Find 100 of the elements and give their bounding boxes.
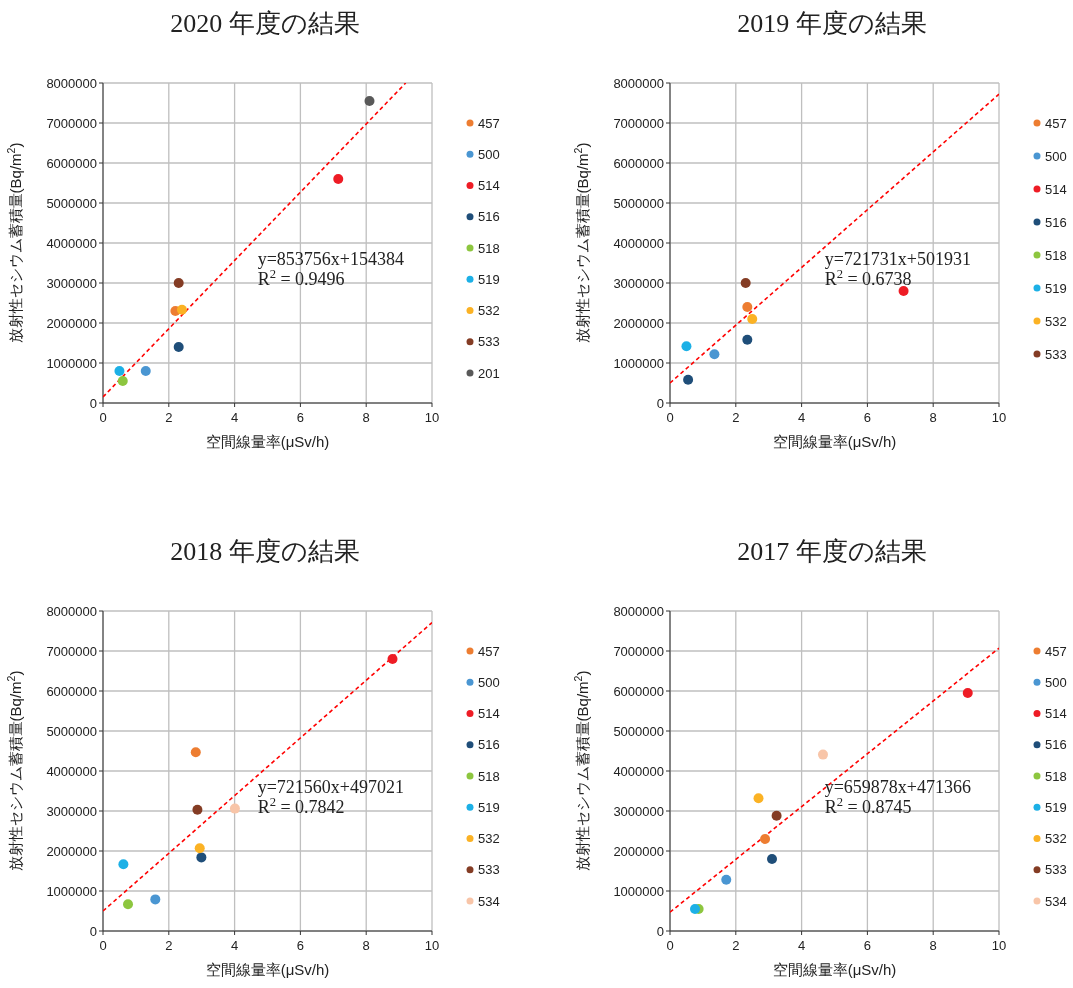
legend-label: 533 <box>478 862 500 878</box>
legend-label: 532 <box>1045 831 1067 846</box>
annotation: y=659878x+471366 <box>824 777 971 798</box>
annotation: y=721731x+501931 <box>824 249 971 270</box>
legend-label: 532 <box>478 303 500 318</box>
y-tick-label: 8000000 <box>613 75 664 91</box>
y-tick-label: 2000000 <box>613 315 664 331</box>
y-tick-label: 0 <box>656 923 664 939</box>
x-axis-title: 空間線量率(μSv/h) <box>772 433 897 450</box>
annotation: y=853756x+154384 <box>257 249 404 270</box>
x-tick-label: 10 <box>424 938 440 953</box>
x-tick-label: 8 <box>362 938 370 953</box>
y-tick-label: 2000000 <box>46 843 97 859</box>
legend-label: 516 <box>1045 737 1067 753</box>
y-tick-label: 3000000 <box>613 803 664 819</box>
y-tick-label: 0 <box>89 395 97 411</box>
legend-label: 457 <box>478 115 500 131</box>
y-tick-label: 2000000 <box>613 843 664 859</box>
legend-label: 457 <box>478 643 500 659</box>
x-tick-label: 10 <box>991 410 1007 425</box>
x-tick-label: 0 <box>666 410 674 425</box>
y-tick-label: 3000000 <box>46 275 97 291</box>
x-tick-label: 0 <box>99 938 107 953</box>
chart-title: 2020 年度の結果 <box>170 9 360 38</box>
y-tick-label: 0 <box>89 923 97 939</box>
legend-label: 514 <box>478 706 500 721</box>
y-tick-label: 2000000 <box>46 315 97 331</box>
legend-label: 534 <box>478 893 500 909</box>
y-tick-label: 6000000 <box>613 155 664 171</box>
legend-label: 514 <box>478 178 500 193</box>
y-tick-label: 6000000 <box>46 683 97 699</box>
x-tick-label: 2 <box>732 410 740 425</box>
legend-label: 533 <box>1045 862 1067 878</box>
legend-label: 516 <box>1045 214 1067 230</box>
x-tick-label: 4 <box>797 410 806 425</box>
legend-label: 518 <box>1045 768 1067 784</box>
x-tick-label: 0 <box>99 410 107 425</box>
y-tick-label: 1000000 <box>613 883 664 899</box>
y-tick-label: 6000000 <box>46 155 97 171</box>
y-tick-label: 8000000 <box>46 75 97 91</box>
x-tick-label: 6 <box>863 938 872 953</box>
legend-label: 519 <box>1045 799 1067 815</box>
y-tick-label: 5000000 <box>613 723 664 739</box>
legend-label: 516 <box>478 737 500 753</box>
y-tick-label: 5000000 <box>613 195 664 211</box>
legend-label: 457 <box>1045 115 1067 131</box>
legend-label: 514 <box>1045 706 1067 721</box>
x-tick-label: 8 <box>362 410 370 425</box>
x-tick-label: 2 <box>165 410 173 425</box>
x-tick-label: 4 <box>797 938 806 953</box>
y-tick-label: 1000000 <box>46 355 97 371</box>
x-tick-label: 10 <box>991 938 1007 953</box>
chart-title: 2019 年度の結果 <box>737 9 927 38</box>
y-tick-label: 1000000 <box>613 355 664 371</box>
y-tick-label: 3000000 <box>46 803 97 819</box>
legend-label: 534 <box>1045 893 1067 909</box>
y-tick-label: 8000000 <box>46 603 97 619</box>
legend-label: 519 <box>478 799 500 815</box>
x-tick-label: 10 <box>424 410 440 425</box>
y-tick-label: 4000000 <box>46 763 97 779</box>
x-tick-label: 6 <box>863 410 872 425</box>
legend-label: 500 <box>1045 674 1067 690</box>
y-tick-label: 5000000 <box>46 195 97 211</box>
y-tick-label: 4000000 <box>613 235 664 251</box>
y-tick-label: 4000000 <box>613 763 664 779</box>
y-tick-label: 4000000 <box>46 235 97 251</box>
legend-label: 532 <box>1045 313 1067 329</box>
legend-label: 514 <box>1045 181 1067 197</box>
x-tick-label: 2 <box>732 938 740 953</box>
x-tick-label: 6 <box>296 938 305 953</box>
chart-title: 2017 年度の結果 <box>737 537 927 566</box>
y-tick-label: 3000000 <box>613 275 664 291</box>
x-axis-title: 空間線量率(μSv/h) <box>772 961 897 978</box>
y-tick-label: 7000000 <box>613 115 664 131</box>
x-tick-label: 8 <box>929 410 937 425</box>
y-tick-label: 7000000 <box>46 643 97 659</box>
legend-label: 516 <box>478 209 500 225</box>
y-tick-label: 5000000 <box>46 723 97 739</box>
y-tick-label: 0 <box>656 395 664 411</box>
y-tick-label: 7000000 <box>613 643 664 659</box>
legend-label: 518 <box>478 240 500 256</box>
x-tick-label: 2 <box>165 938 173 953</box>
x-tick-label: 4 <box>230 410 239 425</box>
x-axis-title: 空間線量率(μSv/h) <box>205 433 330 450</box>
legend-label: 500 <box>478 674 500 690</box>
annotation: y=721560x+497021 <box>257 777 404 798</box>
y-tick-label: 8000000 <box>613 603 664 619</box>
y-tick-label: 1000000 <box>46 883 97 899</box>
x-tick-label: 8 <box>929 938 937 953</box>
legend-label: 519 <box>1045 280 1067 296</box>
x-tick-label: 0 <box>666 938 674 953</box>
x-tick-label: 4 <box>230 938 239 953</box>
legend-label: 519 <box>478 271 500 287</box>
legend-label: 533 <box>478 334 500 350</box>
legend-label: 457 <box>1045 643 1067 659</box>
legend-label: 518 <box>478 768 500 784</box>
legend-label: 500 <box>1045 148 1067 164</box>
legend-label: 518 <box>1045 247 1067 263</box>
legend-label: 532 <box>478 831 500 846</box>
x-axis-title: 空間線量率(μSv/h) <box>205 961 330 978</box>
